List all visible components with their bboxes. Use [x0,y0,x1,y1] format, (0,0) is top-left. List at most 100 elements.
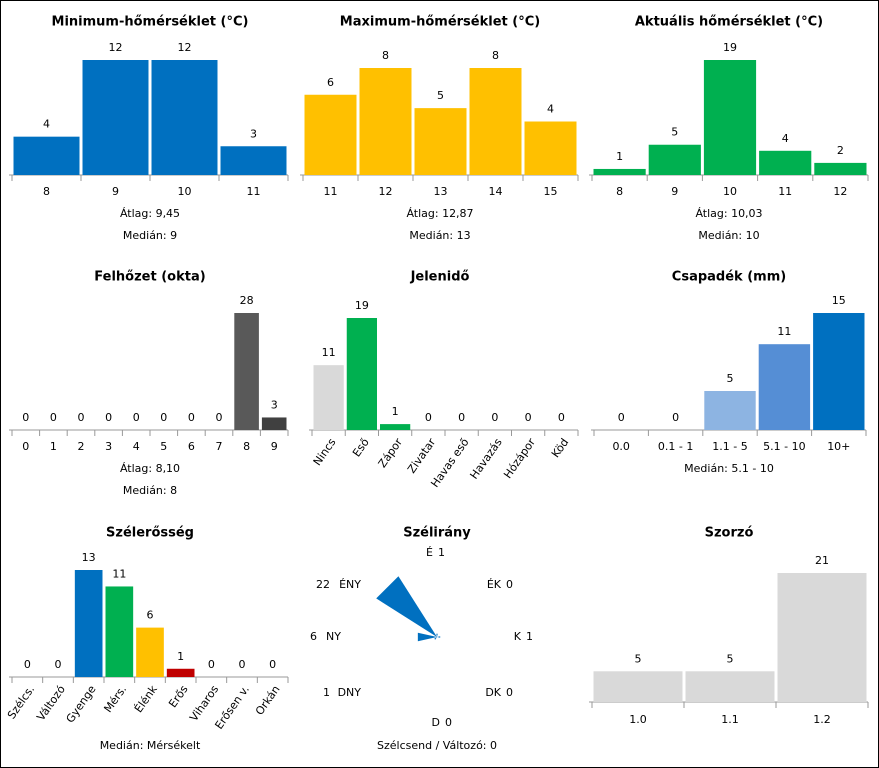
value-label: 6 [327,76,334,89]
stat: Medián: 13 [409,229,470,242]
value-label: 0 [188,411,195,424]
category-label: 14 [489,185,503,198]
wind-wedge [436,633,438,637]
category-label: 6 [188,440,195,453]
category-label: 8 [243,440,250,453]
category-label: 12 [379,185,393,198]
value-label: 0 [239,658,246,671]
bar [220,146,287,175]
bar [105,586,134,677]
value-label: 12 [109,41,123,54]
value-label: 0 [24,658,31,671]
category-label: 5.1 - 10 [763,440,805,453]
bar [82,60,149,175]
category-label: 1.1 - 5 [712,440,747,453]
value-label: 11 [322,346,336,359]
direction-count: 1 [323,686,330,699]
chart-title: Szélirány [403,526,471,541]
bar [593,168,646,175]
value-label: 0 [618,411,625,424]
category-label: 1.2 [813,713,831,726]
value-label: 21 [815,554,829,567]
category-label: 5 [160,440,167,453]
value-label: 4 [782,132,789,145]
bar [359,68,412,175]
category-label: 9 [112,185,119,198]
bar [593,671,683,702]
value-label: 4 [547,103,554,116]
bar [166,668,195,677]
category-label: 15 [544,185,558,198]
value-label: 8 [492,49,499,62]
direction-label: É [426,546,433,559]
category-label: 12 [833,185,847,198]
value-label: 0 [216,411,223,424]
wind-wedge [376,576,437,637]
value-label: 0 [133,411,140,424]
stat: Medián: 10 [698,229,759,242]
chart-title: Szorzó [705,526,754,541]
category-label: 10+ [827,440,850,453]
bar [13,136,80,175]
bar [346,318,377,430]
category-label: 2 [78,440,85,453]
bar [313,365,344,430]
bar [814,162,867,175]
value-label: 8 [382,49,389,62]
bar [380,424,411,430]
chart-title: Aktuális hőmérséklet (°C) [635,15,823,30]
direction-count: 1 [438,546,445,559]
category-label: 9 [271,440,278,453]
value-label: 1 [616,150,623,163]
category-label: 1.0 [629,713,647,726]
bar [524,121,577,175]
value-label: 0 [160,411,167,424]
category-label: 11 [778,185,792,198]
direction-label: NY [326,630,341,643]
value-label: 2 [837,144,844,157]
value-label: 0 [558,411,565,424]
bar [703,60,757,175]
chart-title: Maximum-hőmérséklet (°C) [340,15,540,30]
bar [704,391,756,430]
value-label: 0 [491,411,498,424]
direction-count: 0 [506,686,513,699]
bar [261,417,287,430]
bar [136,627,164,677]
category-label: 8 [43,185,50,198]
direction-label: D [432,716,440,729]
value-label: 0 [458,411,465,424]
category-label: 1.1 [721,713,739,726]
direction-count: 6 [310,630,317,643]
value-label: 5 [671,126,678,139]
value-label: 13 [82,551,96,564]
value-label: 0 [672,411,679,424]
direction-label: K [514,630,522,643]
value-label: 6 [147,609,154,622]
category-label: 4 [133,440,140,453]
bar [758,344,811,430]
direction-label: DK [485,686,501,699]
direction-label: ÉK [487,578,502,591]
value-label: 1 [392,405,399,418]
value-label: 4 [43,118,50,131]
value-label: 0 [425,411,432,424]
chart-title: Felhőzet (okta) [94,270,205,285]
category-label: 3 [105,440,112,453]
category-label: 1 [50,440,57,453]
value-label: 0 [269,658,276,671]
value-label: 0 [105,411,112,424]
value-label: 0 [50,411,57,424]
direction-count: 0 [506,578,513,591]
category-label: 10 [178,185,192,198]
bar [685,671,775,702]
stat: Átlag: 12,87 [406,207,473,220]
value-label: 5 [635,652,642,665]
value-label: 5 [727,372,734,385]
stat: Medián: Mérsékelt [100,739,201,752]
stat: Átlag: 10,03 [695,207,762,220]
value-label: 19 [723,41,737,54]
category-label: 0 [22,440,29,453]
category-label: 0.0 [612,440,630,453]
